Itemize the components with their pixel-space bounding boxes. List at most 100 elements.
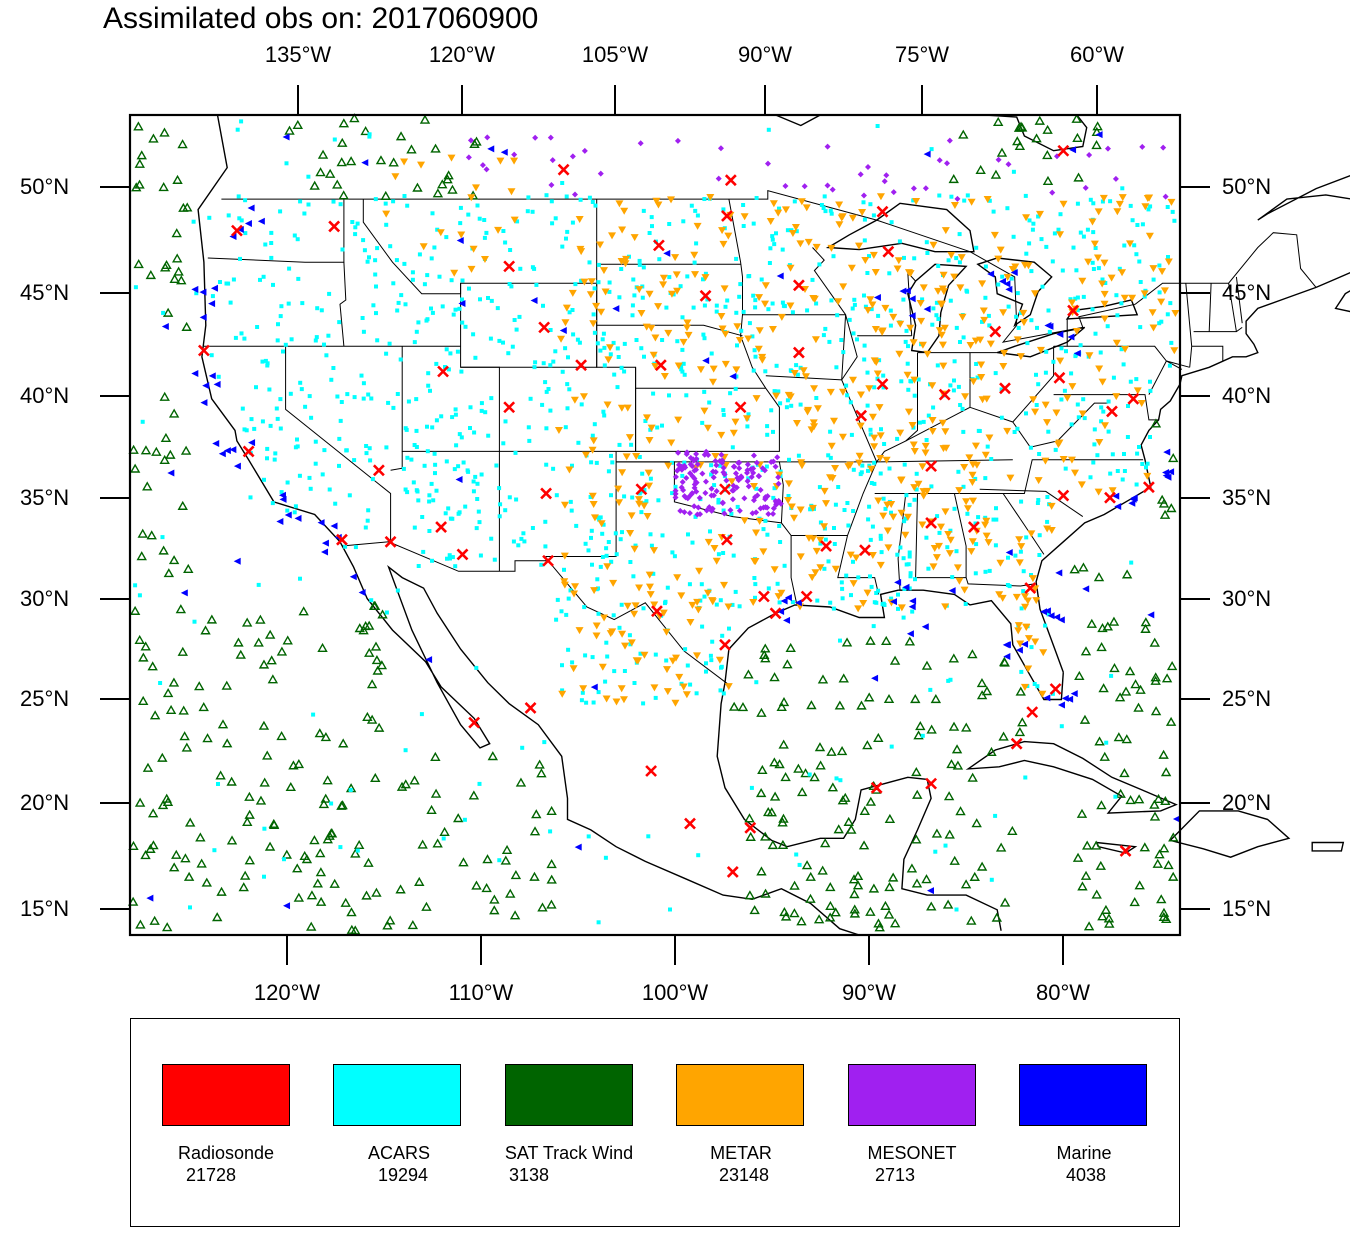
- sat-track-wind-marker: [815, 760, 826, 770]
- sat-track-wind-marker: [873, 918, 884, 928]
- acars-marker: [1011, 169, 1016, 174]
- sat-track-wind-marker: [266, 655, 277, 665]
- sat-track-wind-marker: [889, 655, 901, 665]
- mesonet-marker: [672, 490, 679, 497]
- acars-marker: [459, 369, 464, 374]
- sat-track-wind-marker: [852, 870, 864, 881]
- sat-track-wind-marker: [1163, 860, 1174, 870]
- acars-marker: [1113, 794, 1118, 799]
- metar-marker: [480, 255, 489, 263]
- mesonet-marker: [696, 494, 703, 501]
- acars-marker: [1069, 422, 1074, 427]
- metar-marker: [630, 545, 639, 553]
- metar-marker: [1100, 290, 1109, 298]
- acars-marker: [908, 571, 913, 576]
- acars-marker: [369, 396, 374, 401]
- acars-marker: [313, 439, 318, 444]
- acars-marker: [573, 282, 578, 287]
- metar-marker: [903, 371, 912, 379]
- sat-track-wind-marker: [990, 169, 1002, 179]
- radiosonde-marker: [242, 445, 255, 458]
- metar-marker: [772, 392, 781, 400]
- sat-track-wind-marker: [375, 155, 387, 165]
- metar-marker: [571, 583, 580, 591]
- acars-marker: [337, 463, 341, 468]
- marine-marker: [794, 599, 802, 607]
- acars-marker: [996, 282, 1001, 287]
- metar-marker: [604, 356, 613, 364]
- acars-marker: [1053, 447, 1058, 452]
- metar-marker: [968, 471, 977, 479]
- acars-marker: [399, 293, 404, 298]
- sat-track-wind-marker: [763, 806, 774, 817]
- acars-marker: [622, 369, 627, 374]
- metar-marker: [614, 485, 623, 493]
- sat-track-wind-marker: [1017, 717, 1028, 727]
- acars-marker: [973, 521, 978, 526]
- acars-marker: [517, 314, 522, 319]
- acars-marker: [402, 261, 407, 266]
- acars-marker: [429, 256, 434, 261]
- acars-marker: [778, 540, 783, 544]
- sat-track-wind-marker: [942, 899, 954, 909]
- acars-marker: [1011, 234, 1016, 239]
- acars-marker: [667, 222, 672, 226]
- sat-track-wind-marker: [949, 855, 960, 865]
- sat-track-wind-marker: [1034, 115, 1045, 125]
- acars-marker: [443, 511, 448, 516]
- acars-marker: [1040, 284, 1045, 289]
- acars-marker: [576, 440, 581, 445]
- acars-marker: [1081, 397, 1086, 402]
- acars-marker: [324, 353, 329, 358]
- acars-marker: [960, 406, 965, 411]
- metar-marker: [673, 574, 682, 582]
- mesonet-marker: [730, 487, 737, 494]
- acars-marker: [410, 270, 415, 275]
- radiosonde-marker: [1024, 582, 1037, 594]
- metar-marker: [1120, 294, 1129, 302]
- acars-marker: [912, 256, 917, 261]
- acars-marker: [1045, 495, 1050, 499]
- sat-track-wind-marker: [911, 834, 922, 844]
- acars-marker: [457, 510, 462, 515]
- metar-marker: [1100, 259, 1109, 267]
- radiosonde-marker: [925, 777, 938, 790]
- acars-marker: [450, 415, 455, 420]
- acars-marker: [596, 611, 601, 616]
- acars-marker: [895, 436, 900, 441]
- acars-marker: [909, 379, 914, 384]
- metar-marker: [569, 665, 578, 673]
- metar-marker: [671, 699, 680, 707]
- marine-marker: [890, 598, 898, 606]
- metar-marker: [875, 404, 884, 412]
- sat-track-wind-marker: [1119, 768, 1130, 778]
- metar-marker: [872, 359, 881, 367]
- sat-track-wind-marker: [999, 656, 1010, 666]
- acars-marker: [974, 245, 979, 250]
- metar-marker: [980, 316, 989, 324]
- acars-marker: [620, 530, 624, 535]
- metar-marker: [645, 290, 654, 298]
- marine-marker: [530, 297, 538, 305]
- acars-marker: [1078, 343, 1083, 348]
- acars-marker: [763, 518, 768, 523]
- sat-track-wind-marker: [911, 878, 923, 888]
- metar-marker: [923, 350, 932, 358]
- acars-marker: [424, 318, 429, 323]
- metar-marker: [640, 502, 649, 510]
- metar-marker: [999, 309, 1008, 317]
- state-border: [1191, 345, 1224, 361]
- metar-marker: [950, 201, 959, 209]
- acars-marker: [1159, 319, 1164, 324]
- metar-marker: [672, 271, 681, 279]
- acars-marker: [374, 311, 378, 316]
- acars-marker: [425, 424, 429, 429]
- acars-marker: [338, 202, 343, 207]
- acars-marker: [589, 528, 594, 533]
- marine-marker: [1005, 285, 1013, 293]
- metar-marker: [854, 242, 863, 250]
- acars-marker: [907, 550, 912, 555]
- acars-marker: [507, 495, 512, 500]
- acars-marker: [766, 307, 771, 312]
- sat-track-wind-marker: [255, 795, 267, 805]
